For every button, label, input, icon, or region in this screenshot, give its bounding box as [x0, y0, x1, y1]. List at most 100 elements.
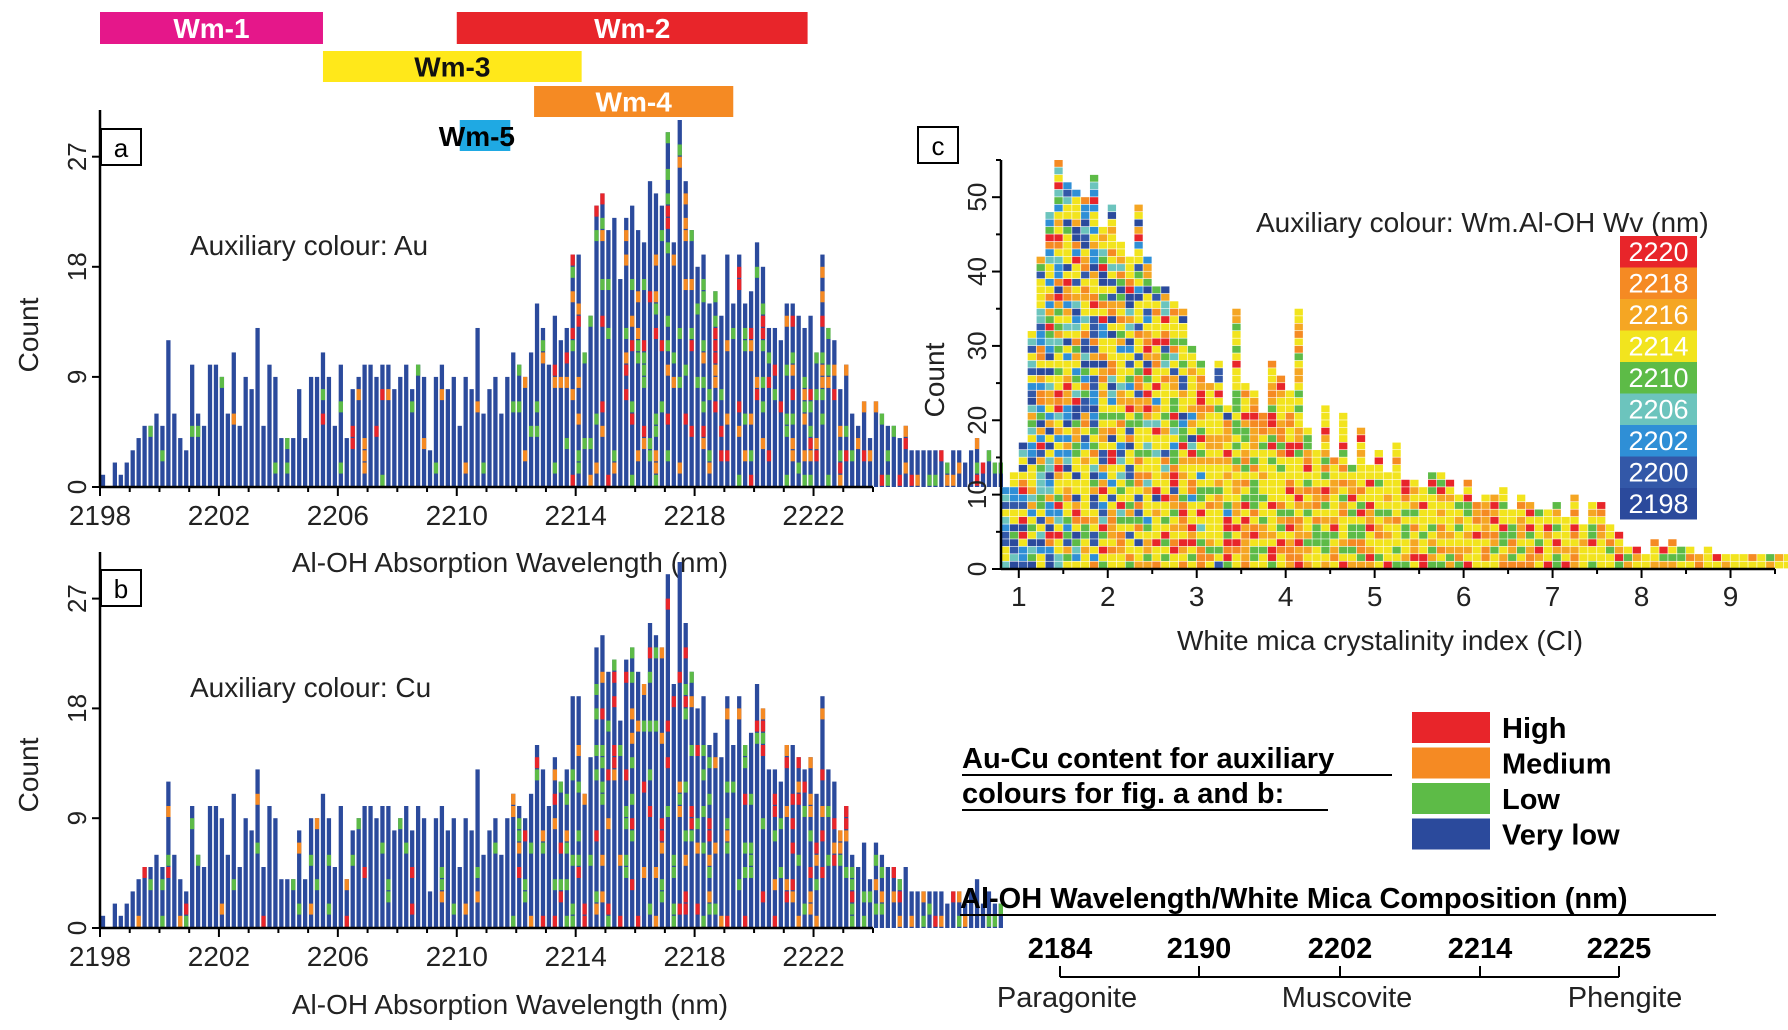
bar [463, 376, 468, 487]
bar-segment [410, 903, 415, 915]
bar-segment [552, 769, 558, 781]
ci-cell [1054, 427, 1063, 435]
ci-cell [1347, 472, 1357, 480]
bar-segment [166, 854, 171, 866]
ci-cell [1098, 472, 1108, 480]
bar-segment [618, 915, 623, 927]
ci-cell [1089, 316, 1099, 323]
ci-cell [1178, 531, 1188, 539]
bar-segment [635, 450, 641, 462]
ci-cell [1703, 546, 1713, 554]
bar [564, 327, 569, 487]
ci-cell [1027, 420, 1036, 428]
ci-cell [1161, 286, 1170, 294]
bar-segment [326, 903, 332, 915]
bar-segment [737, 708, 742, 720]
ci-cell [1454, 516, 1464, 524]
bar-segment [790, 352, 795, 364]
bar-segment [974, 438, 980, 450]
ci-cell [1170, 308, 1179, 316]
bar-segment [570, 915, 575, 927]
ci-cell [1063, 197, 1072, 205]
bar [433, 376, 439, 487]
bar-segment [576, 413, 581, 425]
bar-segment [838, 474, 843, 486]
ci-cell [1027, 516, 1036, 524]
bar-segment [677, 781, 682, 793]
ci-cell [1748, 561, 1757, 569]
ci-cell [1241, 457, 1250, 465]
bar-segment [879, 891, 885, 903]
bar-segment [683, 854, 688, 866]
ci-cell [1143, 308, 1152, 316]
wm-bar-2 [456, 12, 808, 44]
ci-cell [1428, 546, 1437, 554]
bar [332, 425, 338, 487]
bar-segment [653, 450, 659, 462]
ci-cell [1125, 554, 1134, 561]
ci-cell [1098, 554, 1108, 561]
ci-cell [1143, 397, 1152, 405]
bar-segment [356, 818, 361, 830]
ci-cell [1054, 561, 1063, 569]
ci-cell [1196, 546, 1206, 554]
bar-segment [844, 830, 849, 842]
ci-cell [1152, 502, 1161, 509]
ci-cell [1463, 561, 1472, 569]
bar [540, 327, 546, 487]
ci-cell [1089, 249, 1099, 257]
ci-cell [1508, 531, 1517, 539]
bar-segment [528, 915, 534, 927]
ci-cell [1036, 561, 1045, 569]
ci-cell [1534, 554, 1544, 561]
ci-cell [1561, 554, 1570, 561]
bar [743, 745, 748, 928]
ci-cell [1445, 554, 1455, 561]
bar-segment [737, 266, 742, 278]
bar-segment [897, 915, 902, 927]
ci-cell [1285, 554, 1294, 561]
ci-cell [1089, 524, 1099, 532]
bar-segment [588, 438, 593, 450]
bar-segment [689, 425, 694, 437]
ci-cell [1570, 546, 1579, 554]
bar-segment [255, 793, 260, 805]
ci-cell [1205, 502, 1214, 509]
ci-cell [1036, 397, 1045, 405]
ci-cell [1428, 494, 1437, 502]
bar-segment [677, 671, 682, 683]
ci-cell [1054, 487, 1063, 495]
ci-cell [1294, 494, 1303, 502]
bar-segment [808, 389, 813, 401]
ci-cell [1294, 546, 1303, 554]
ci-cell [1063, 264, 1072, 271]
ci-cell [1081, 427, 1090, 435]
bar [267, 806, 272, 928]
ci-cell [1463, 539, 1472, 547]
bar-segment [570, 903, 575, 915]
ci-cell [1570, 554, 1579, 561]
ci-cell [1152, 531, 1161, 539]
bar-segment [558, 842, 563, 854]
bar-segment [903, 438, 908, 450]
bar-segment [600, 781, 605, 793]
bar-segment [630, 474, 635, 486]
bar-segment [582, 793, 587, 805]
bar-segment [653, 474, 659, 486]
ci-cell [1116, 241, 1125, 249]
ci-cell [1089, 472, 1099, 480]
ci-cell [1321, 412, 1330, 420]
ci-cell [1748, 554, 1757, 561]
bar-segment [683, 696, 688, 708]
ci-cell [1036, 420, 1045, 428]
ci-cell [1552, 524, 1561, 532]
ci-cell [1214, 375, 1223, 383]
ci-cell [1294, 472, 1303, 480]
ci-cell [1089, 509, 1099, 517]
ci-cell [1178, 524, 1188, 532]
ci-cell [1232, 405, 1241, 413]
ci-cell [1161, 516, 1170, 524]
bar-segment [641, 438, 647, 450]
composition-mineral: Phengite [1568, 982, 1683, 1014]
ci-legend-label: 2206 [1628, 395, 1688, 425]
